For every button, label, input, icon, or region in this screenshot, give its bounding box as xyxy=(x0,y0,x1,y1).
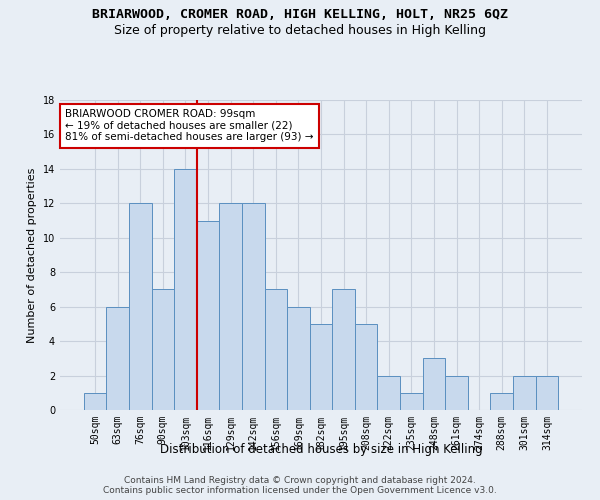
Bar xyxy=(513,376,536,410)
Y-axis label: Number of detached properties: Number of detached properties xyxy=(27,168,37,342)
Text: Distribution of detached houses by size in High Kelling: Distribution of detached houses by size … xyxy=(160,442,482,456)
Bar xyxy=(310,324,332,410)
Bar xyxy=(287,306,310,410)
Text: Size of property relative to detached houses in High Kelling: Size of property relative to detached ho… xyxy=(114,24,486,37)
Bar xyxy=(377,376,400,410)
Bar xyxy=(422,358,445,410)
Bar xyxy=(106,306,129,410)
Bar xyxy=(174,169,197,410)
Bar xyxy=(355,324,377,410)
Bar xyxy=(445,376,468,410)
Bar xyxy=(84,393,106,410)
Bar xyxy=(197,220,220,410)
Bar xyxy=(129,204,152,410)
Text: Contains HM Land Registry data © Crown copyright and database right 2024.
Contai: Contains HM Land Registry data © Crown c… xyxy=(103,476,497,495)
Bar xyxy=(536,376,558,410)
Text: BRIARWOOD, CROMER ROAD, HIGH KELLING, HOLT, NR25 6QZ: BRIARWOOD, CROMER ROAD, HIGH KELLING, HO… xyxy=(92,8,508,20)
Bar xyxy=(265,290,287,410)
Bar xyxy=(490,393,513,410)
Bar xyxy=(400,393,422,410)
Bar xyxy=(242,204,265,410)
Text: BRIARWOOD CROMER ROAD: 99sqm
← 19% of detached houses are smaller (22)
81% of se: BRIARWOOD CROMER ROAD: 99sqm ← 19% of de… xyxy=(65,110,314,142)
Bar xyxy=(152,290,174,410)
Bar xyxy=(220,204,242,410)
Bar xyxy=(332,290,355,410)
